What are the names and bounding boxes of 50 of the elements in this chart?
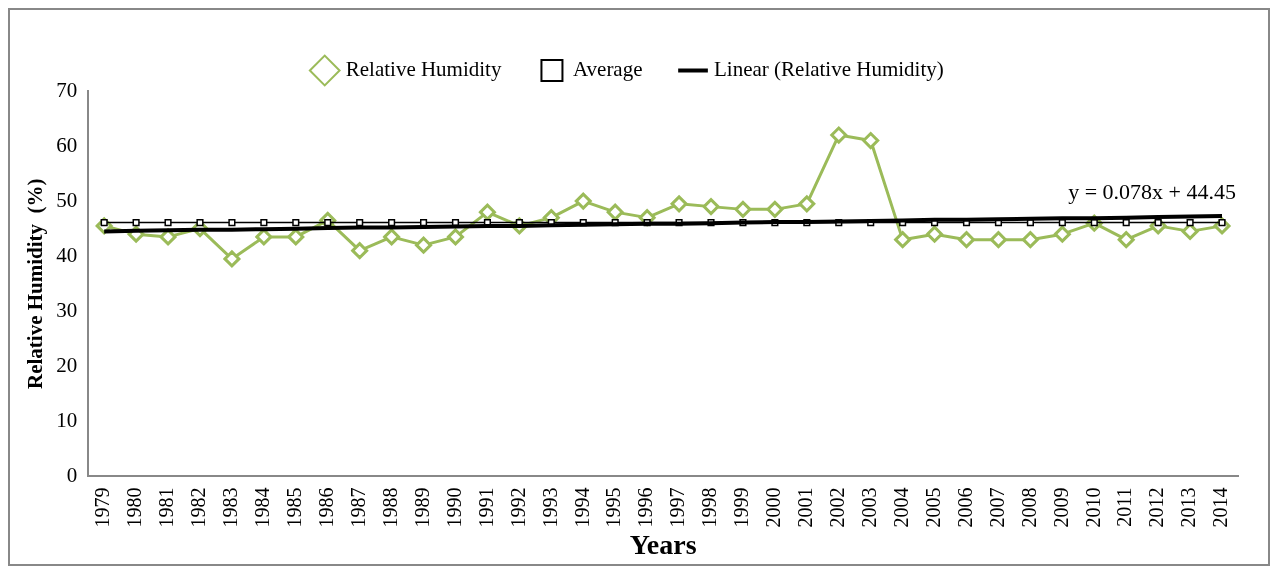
x-tick-label: 1999 <box>730 487 753 528</box>
x-tick-label: 2013 <box>1177 487 1200 528</box>
y-tick-label: 30 <box>56 297 78 322</box>
x-tick-label: 1982 <box>187 487 210 528</box>
x-tick-label: 1985 <box>283 487 306 528</box>
y-tick-label: 0 <box>66 462 78 487</box>
legend-label: Linear (Relative Humidity) <box>714 57 944 82</box>
x-tick-label: 1987 <box>346 487 369 528</box>
y-tick-label: 70 <box>56 77 78 102</box>
x-tick-label: 2007 <box>985 487 1008 528</box>
annotation: y = 0.078x + 44.45 <box>1068 178 1236 204</box>
y-tick-label: 20 <box>56 352 78 377</box>
x-tick-label: 2006 <box>953 487 976 528</box>
x-tick-label: 2003 <box>857 487 880 528</box>
x-tick-label: 1991 <box>474 487 497 528</box>
x-tick-label: 2014 <box>1209 487 1232 528</box>
x-tick-label: 1981 <box>155 487 178 528</box>
x-tick-label: 1992 <box>506 487 529 528</box>
legend-label: Average <box>572 57 643 82</box>
legend-label: Relative Humidity <box>345 57 502 82</box>
x-tick-label: 2001 <box>794 487 817 528</box>
y-tick-label: 60 <box>56 132 78 157</box>
y-tick-label: 10 <box>56 407 78 432</box>
x-tick-label: 1994 <box>570 487 593 528</box>
x-tick-label: 1993 <box>538 487 561 528</box>
x-tick-label: 2009 <box>1049 487 1072 528</box>
x-tick-label: 1996 <box>634 487 657 528</box>
x-tick-label: 1990 <box>442 487 465 528</box>
x-tick-label: 2011 <box>1113 487 1136 527</box>
y-tick-label: 40 <box>56 242 78 267</box>
x-tick-label: 1980 <box>123 487 146 528</box>
y-axis-title: Relative Humidity (%) <box>23 178 48 389</box>
x-tick-label: 1997 <box>666 487 689 528</box>
x-tick-label: 1988 <box>378 487 401 528</box>
y-tick-label: 50 <box>56 187 78 212</box>
x-tick-label: 2012 <box>1145 487 1168 528</box>
x-tick-label: 2000 <box>762 487 785 528</box>
x-tick-label: 1983 <box>219 487 242 528</box>
x-tick-label: 1989 <box>410 487 433 528</box>
x-tick-label: 2002 <box>826 487 849 528</box>
x-tick-label: 2008 <box>1017 487 1040 528</box>
x-axis-title: Years <box>629 529 697 561</box>
x-tick-label: 1998 <box>698 487 721 528</box>
x-tick-label: 1995 <box>602 487 625 528</box>
x-tick-label: 1984 <box>251 487 274 528</box>
x-tick-label: 1979 <box>91 487 114 528</box>
x-tick-label: 2010 <box>1081 487 1104 528</box>
x-tick-label: 2005 <box>921 487 944 528</box>
x-tick-label: 2004 <box>889 487 912 528</box>
x-tick-label: 1986 <box>314 487 337 528</box>
